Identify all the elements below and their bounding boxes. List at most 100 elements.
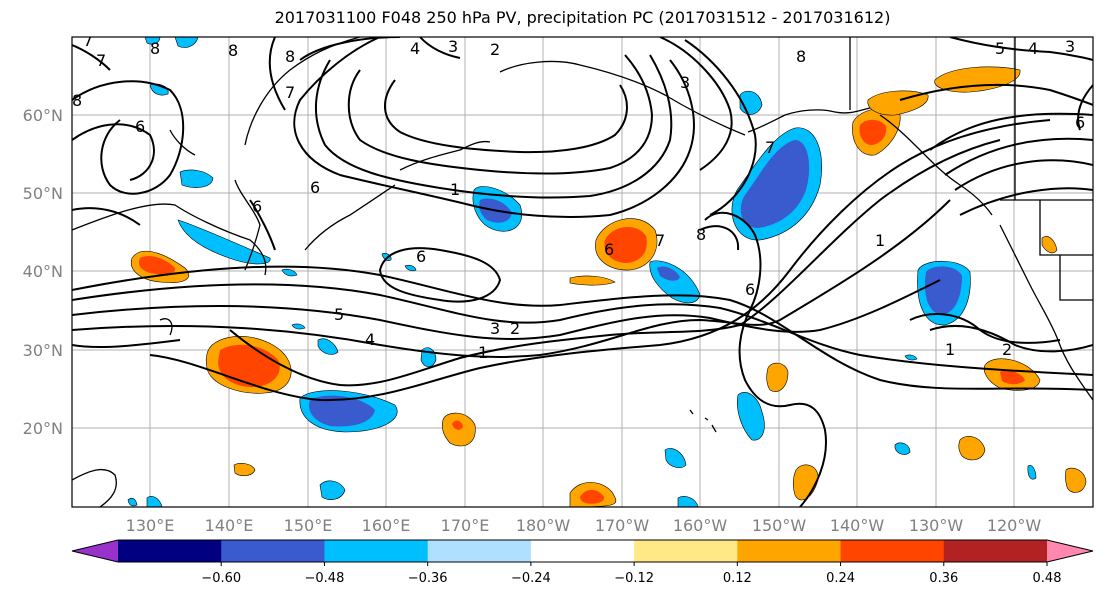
- pv-label: 8: [796, 47, 806, 66]
- lon-label: 180°W: [516, 516, 571, 535]
- pv-label: 8: [228, 41, 238, 60]
- pv-label: 1: [875, 231, 885, 250]
- colorbar-tick-label: 0.12: [723, 571, 752, 586]
- pv-contour-labels: 7 7 8 8 8 8 6 7 4 3 2 3 8 7 1 6 6 8 6 7 …: [72, 31, 1085, 362]
- precip-negative-blob: [319, 480, 346, 500]
- pv-label: 4: [365, 330, 375, 349]
- pv-label: 7: [83, 31, 93, 50]
- precip-positive-core: [604, 226, 647, 263]
- precip-negative-core: [924, 266, 962, 315]
- precipitation-shading: [127, 37, 1087, 507]
- precip-positive-core: [138, 256, 176, 275]
- lon-label: 150°W: [752, 516, 807, 535]
- colorbar-tick-label: 0.48: [1033, 571, 1062, 586]
- precip-negative-blob: [127, 497, 138, 507]
- pv-label: 6: [604, 240, 614, 259]
- colorbar-extend-high: [1047, 540, 1093, 562]
- longitude-labels: 130°E 140°E 150°E 160°E 170°E 180°W 170°…: [126, 516, 1042, 535]
- precip-negative-blob: [177, 219, 271, 265]
- pv-label: 3: [680, 73, 690, 92]
- colorbar-tick-label: −0.36: [408, 571, 448, 586]
- pv-contours: [72, 37, 1093, 507]
- pv-label: 6: [310, 178, 320, 197]
- lon-label: 140°W: [830, 516, 885, 535]
- pv-label: 4: [410, 39, 420, 58]
- pv-label: 8: [696, 225, 706, 244]
- precip-negative-blob: [904, 354, 918, 361]
- colorbar-tick-label: −0.12: [614, 571, 654, 586]
- colorbar-swatch: [530, 540, 635, 562]
- lon-label: 150°E: [284, 516, 333, 535]
- colorbar-swatch: [943, 540, 1048, 562]
- colorbar-swatch: [221, 540, 325, 562]
- precip-negative-blob: [404, 264, 417, 272]
- colorbar-tick-label: 0.36: [929, 571, 958, 586]
- lat-label: 60°N: [23, 106, 63, 125]
- precip-negative-blob: [894, 442, 911, 455]
- precip-negative-blob: [281, 268, 298, 277]
- pv-label: 7: [765, 138, 775, 157]
- pv-label: 5: [334, 305, 344, 324]
- lon-label: 120°W: [987, 516, 1042, 535]
- precip-positive-blob: [1041, 236, 1058, 254]
- colorbar-tick-label: −0.60: [201, 571, 241, 586]
- lat-label: 20°N: [23, 419, 63, 438]
- precip-positive-core: [1000, 370, 1025, 385]
- pv-label: 8: [150, 39, 160, 58]
- precip-positive-core: [452, 420, 463, 430]
- lon-label: 140°E: [205, 516, 254, 535]
- precip-negative-core: [309, 395, 375, 427]
- lon-label: 130°E: [126, 516, 175, 535]
- pv-label: 7: [285, 83, 295, 102]
- precip-negative-core: [657, 266, 680, 281]
- pv-label: 8: [285, 47, 295, 66]
- precip-positive-blob: [958, 436, 986, 461]
- pv-label: 2: [1002, 340, 1012, 359]
- pv-label: 2: [490, 40, 500, 59]
- lon-label: 130°W: [909, 516, 964, 535]
- precip-negative-blob: [737, 392, 765, 441]
- pv-label: 2: [510, 319, 520, 338]
- pv-label: 3: [448, 37, 458, 56]
- lat-label: 30°N: [23, 341, 63, 360]
- pv-label: 1: [450, 180, 460, 199]
- precip-negative-core: [740, 140, 810, 228]
- pv-label: 4: [1028, 39, 1038, 58]
- precip-negative-blob: [677, 496, 699, 507]
- lon-label: 170°E: [441, 516, 490, 535]
- colorbar-swatch: [427, 540, 532, 562]
- colorbar-tick-label: −0.48: [305, 571, 345, 586]
- map-title: 2017031100 F048 250 hPa PV, precipitatio…: [274, 8, 891, 27]
- colorbar-swatch: [634, 540, 738, 562]
- precip-positive-blob: [766, 362, 789, 392]
- lon-label: 160°E: [362, 516, 411, 535]
- latitude-labels: 60°N 50°N 40°N 30°N 20°N: [23, 106, 63, 438]
- lat-label: 40°N: [23, 262, 63, 281]
- precip-negative-blob: [179, 169, 214, 188]
- colorbar: −0.60 −0.48 −0.36 −0.24 −0.12 0.12 0.24 0.36 0.4…: [71, 539, 1094, 586]
- colorbar-swatch: [737, 540, 842, 562]
- pv-label: 1: [478, 343, 488, 362]
- precip-positive-blob: [569, 275, 616, 286]
- pv-label: 8: [72, 91, 82, 110]
- lon-label: 170°W: [595, 516, 650, 535]
- precip-positive-core: [580, 489, 605, 504]
- lat-label: 50°N: [23, 184, 63, 203]
- pv-label: 1: [945, 340, 955, 359]
- colorbar-swatch: [324, 540, 429, 562]
- pv-label: 6: [252, 197, 262, 216]
- colorbar-tick-label: −0.24: [511, 571, 551, 586]
- precip-negative-blob: [317, 338, 339, 355]
- colorbar-outline: [71, 539, 1094, 563]
- lon-label: 160°W: [673, 516, 728, 535]
- precip-negative-blob: [1027, 465, 1037, 480]
- pv-label: 3: [490, 319, 500, 338]
- map-frame: [71, 36, 1094, 508]
- precip-negative-blob: [146, 496, 163, 507]
- colorbar-swatch: [840, 540, 945, 562]
- colorbar-tick-label: 0.24: [826, 571, 855, 586]
- precip-negative-blob: [174, 37, 199, 48]
- pv-label: 7: [655, 231, 665, 250]
- colorbar-swatch: [118, 540, 222, 562]
